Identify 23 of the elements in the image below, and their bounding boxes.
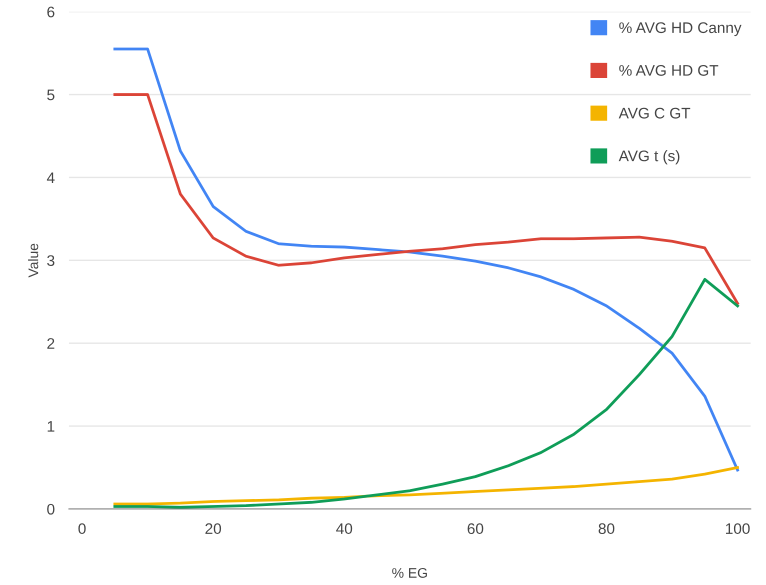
- line-series: [113, 466, 739, 506]
- y-tick-label: 5: [47, 90, 54, 100]
- x-tick-label: 0: [78, 523, 86, 534]
- y-tick-label: 4: [46, 172, 55, 183]
- x-tick-label: 40: [336, 523, 352, 534]
- y-tick-label: 0: [47, 504, 54, 515]
- x-tick-label: 20: [205, 523, 222, 534]
- x-axis-title: % EG: [392, 568, 427, 578]
- legend-label: % AVG HD Canny: [619, 22, 742, 36]
- line-series: [113, 48, 739, 472]
- x-tick-label: 80: [598, 523, 614, 534]
- legend-label: AVG t (s): [618, 150, 680, 164]
- legend-label: AVG C GT: [618, 108, 690, 119]
- x-tick-label: 100: [726, 523, 750, 534]
- line-series: [113, 278, 739, 509]
- y-axis-title: Value: [28, 244, 38, 278]
- y-tick-label: 6: [47, 6, 54, 18]
- line-series: [113, 93, 739, 305]
- y-tick-label: 2: [47, 338, 54, 349]
- legend-label: % AVG HD GT: [619, 65, 718, 76]
- y-tick-label: 3: [47, 255, 54, 266]
- y-tick-label: 1: [48, 421, 54, 432]
- x-tick-label: 60: [468, 523, 484, 534]
